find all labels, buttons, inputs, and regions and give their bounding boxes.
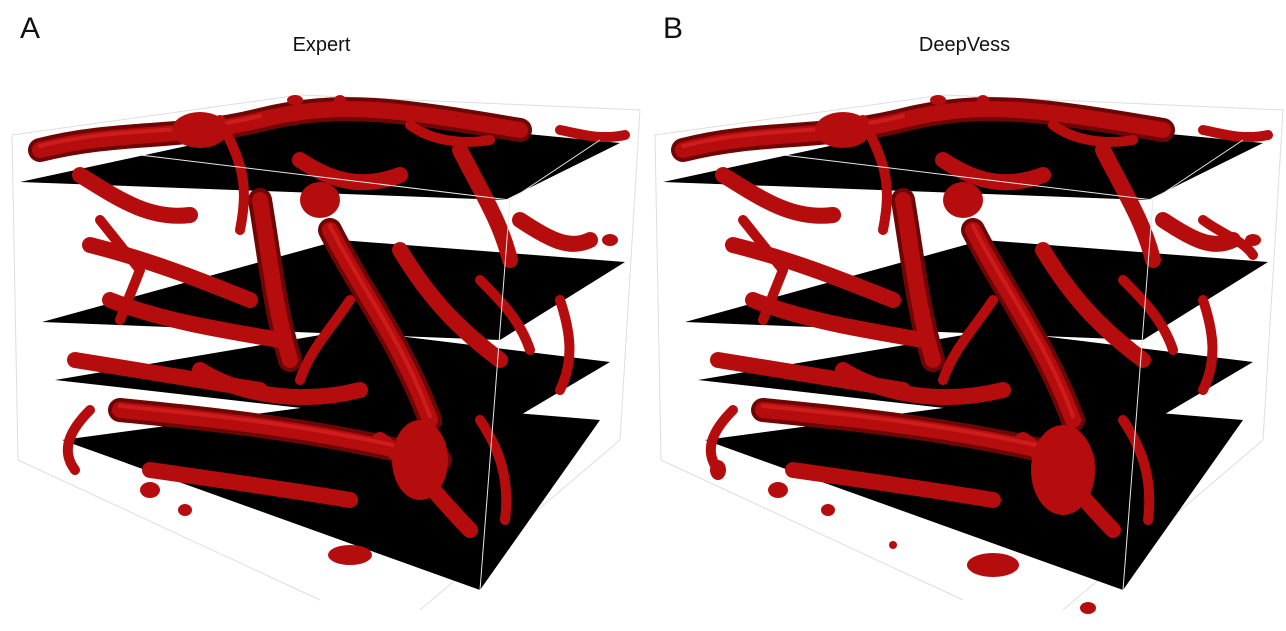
vessel-blobs xyxy=(140,95,618,565)
vessel-network xyxy=(28,97,630,538)
vessel-blobs xyxy=(710,95,1261,614)
vessel-render-expert xyxy=(11,94,641,611)
panel-deepvess: B DeepVess xyxy=(643,0,1286,631)
vessel-render-deepvess xyxy=(654,94,1284,614)
panel-letter-a: A xyxy=(20,12,41,45)
box-edges xyxy=(139,139,601,591)
panel-letter-b: B xyxy=(663,12,684,45)
panel-title-deepvess: DeepVess xyxy=(918,34,1011,56)
panel-title-expert: Expert xyxy=(292,34,351,56)
panel-expert: A Expert xyxy=(11,12,641,611)
box-edges xyxy=(782,139,1244,591)
